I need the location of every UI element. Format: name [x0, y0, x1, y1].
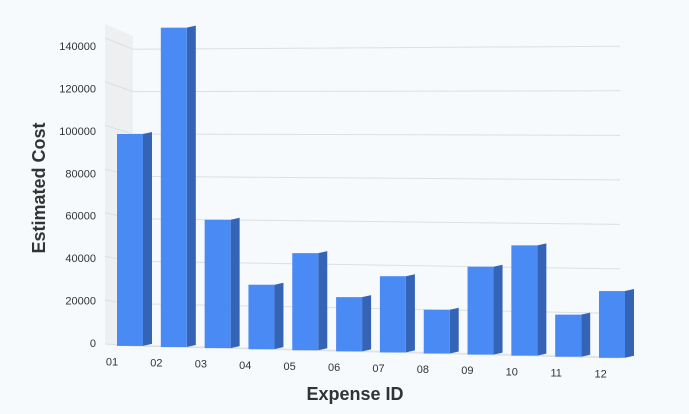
y-tick-label: 0	[90, 338, 96, 350]
bar	[423, 309, 450, 354]
bar-side	[449, 307, 459, 354]
bar-side	[318, 251, 328, 351]
bar	[336, 297, 363, 352]
bar	[511, 245, 538, 356]
y-tick-label: 40000	[65, 253, 96, 265]
x-tick-label: 01	[106, 357, 118, 369]
y-tick-label: 140000	[59, 41, 96, 53]
grid-line	[132, 90, 621, 93]
bar-side	[274, 282, 284, 350]
x-tick-label: 04	[239, 360, 251, 372]
bar-side	[230, 217, 240, 349]
grid-line	[132, 218, 621, 225]
grid-line	[132, 45, 621, 50]
bar	[292, 253, 319, 351]
y-tick-label: 120000	[59, 84, 96, 96]
y-tick-label: 60000	[65, 211, 96, 223]
x-tick-label: 07	[372, 363, 384, 375]
bar-side	[581, 312, 591, 357]
y-tick-label: 20000	[65, 296, 96, 308]
bar	[117, 133, 143, 346]
x-tick-label: 08	[417, 364, 429, 376]
x-tick-label: 10	[506, 366, 518, 378]
wall-grid-line	[104, 124, 134, 135]
x-tick-label: 06	[328, 362, 340, 374]
bar	[160, 27, 187, 348]
grid-line	[132, 175, 621, 181]
x-tick-label: 11	[550, 367, 561, 379]
bar	[555, 314, 582, 357]
bar-side	[493, 264, 503, 355]
bar	[248, 284, 275, 350]
bar-side	[186, 25, 196, 348]
wall-grid-line	[104, 81, 134, 93]
bar-side	[625, 289, 634, 358]
bar	[599, 291, 625, 358]
x-tick-label: 09	[461, 365, 473, 377]
x-tick-label: 02	[150, 358, 162, 370]
bar-side	[362, 295, 372, 352]
bar-side	[405, 274, 415, 353]
grid-line	[132, 133, 621, 136]
y-tick-label: 100000	[59, 126, 96, 138]
y-axis-title: Estimated Cost	[29, 122, 49, 253]
bar-side	[537, 243, 547, 356]
bar	[467, 266, 494, 355]
y-tick-label: 80000	[65, 168, 96, 180]
x-tick-label: 05	[284, 361, 296, 373]
bar-side	[143, 131, 152, 346]
bar	[204, 219, 231, 349]
x-tick-label: 12	[594, 368, 606, 380]
wall-grid-line	[104, 37, 134, 50]
x-tick-label: 03	[195, 359, 207, 371]
bar	[379, 276, 406, 353]
x-axis-title: Expense ID	[306, 384, 403, 404]
